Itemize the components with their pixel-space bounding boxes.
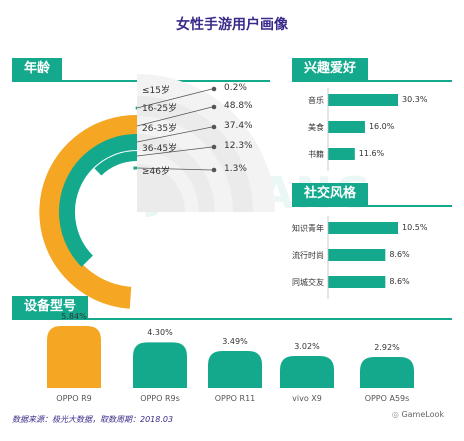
device-bar [208,350,262,388]
age-value-label: 12.3% [224,141,253,151]
age-section-title: 年龄 [12,58,63,80]
social-category-label: 同城交友 [292,278,324,287]
social-bar [328,222,398,234]
age-rings [39,106,138,309]
age-leader-dot [211,124,217,130]
social-bar [328,276,386,288]
social-value-label: 8.6% [389,250,410,259]
device-bar [360,357,414,388]
interest-bar [328,148,355,160]
age-value-label: 1.3% [224,164,247,174]
social-value-label: 8.6% [389,277,410,286]
device-value-label: 4.30% [147,328,173,338]
age-leader-line [136,88,213,109]
age-category-label: 36-45岁 [142,144,178,154]
age-leader-dot [211,144,217,150]
age-ring-2 [59,134,138,267]
device-bar [280,355,334,388]
interest-value-label: 30.3% [402,95,428,104]
age-leader-dot [211,167,217,173]
age-category-label: 16-25岁 [142,104,178,114]
age-leader-dot [211,86,217,92]
interest-section-title: 兴趣爱好 [292,58,369,80]
age-value-label: 48.8% [224,101,253,111]
device-bar [47,326,101,388]
age-bg-ring [137,164,185,212]
social-divider [292,205,452,207]
age-leader-line [136,126,213,143]
social-bars [327,216,398,299]
device-value-label: 3.02% [294,341,320,351]
data-source-footer: 数据来源：极光大数据，取数周期：2018.03 [12,415,174,424]
interest-divider [292,80,452,82]
device-category-label: OPPO A59s [364,394,410,403]
device-category-label: OPPO R9 [56,394,92,403]
device-divider [12,318,452,320]
device-bars [47,326,414,388]
interest-bar [328,121,365,133]
interest-category-label: 美食 [308,123,324,132]
age-value-label: 37.4% [224,121,253,131]
interest-bars [327,88,398,171]
social-bar [328,249,386,261]
device-category-label: OPPO R9s [140,394,180,403]
page-title: 女性手游用户画像 [176,17,288,33]
age-category-label: ≤15岁 [142,86,170,96]
device-section-title: 设备型号 [12,296,89,318]
age-leader-line [136,146,213,157]
device-value-label: 2.92% [374,343,400,352]
age-category-label: 26-35岁 [142,124,178,134]
device-value-label: 3.49% [222,336,248,346]
age-leader-dot [211,104,217,110]
interest-value-label: 16.0% [368,122,395,131]
age-ring-1 [39,114,138,309]
gamelook-label: GameLook [401,410,444,419]
age-chart-background [137,74,275,212]
gamelook-icon: ◎ [391,410,399,419]
social-value-label: 10.5% [402,223,428,232]
device-value-label: 5.84% [61,312,87,321]
social-section-title: 社交风格 [292,183,369,205]
age-leader-line [136,106,213,127]
interest-bar [328,94,398,106]
interest-value-label: 11.6% [358,149,385,158]
device-bar [133,342,187,388]
interest-category-label: 书籍 [308,150,324,159]
device-category-label: vivo X9 [292,394,322,403]
age-ring-3 [94,151,138,176]
age-value-label: 0.2% [224,83,247,93]
age-leaders [136,86,217,173]
social-category-label: 知识青年 [292,224,324,233]
age-category-label: ≥46岁 [142,167,170,177]
age-leader-line [136,167,213,171]
gamelook-credit: ◎ GameLook [392,410,444,419]
device-category-label: OPPO R11 [214,394,256,403]
interest-category-label: 音乐 [308,96,324,105]
social-category-label: 流行时尚 [292,251,324,260]
